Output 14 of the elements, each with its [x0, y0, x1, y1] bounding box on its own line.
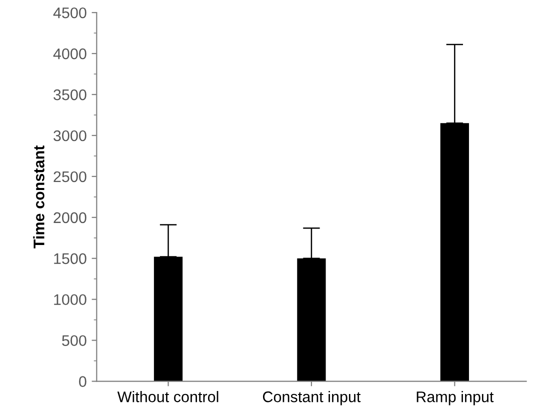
x-tick-label: Constant input — [262, 391, 361, 406]
y-axis-title: Time constant — [33, 145, 44, 248]
y-tick-label: 1500 — [54, 253, 86, 264]
x-tick-label: Without control — [117, 391, 218, 402]
y-tick-label: 2000 — [54, 212, 86, 224]
y-tick-label: 3000 — [54, 130, 86, 142]
y-tick-label: 500 — [62, 335, 86, 346]
y-tick-label: 3500 — [54, 89, 86, 100]
y-tick-label: 0 — [79, 376, 86, 387]
x-tick-label: Ramp input — [416, 391, 494, 406]
y-tick-label: 4000 — [53, 48, 86, 60]
y-tick-label: 1000 — [54, 294, 86, 306]
y-tick-label: 2500 — [54, 171, 86, 182]
y-tick-label: 4500 — [53, 7, 86, 18]
